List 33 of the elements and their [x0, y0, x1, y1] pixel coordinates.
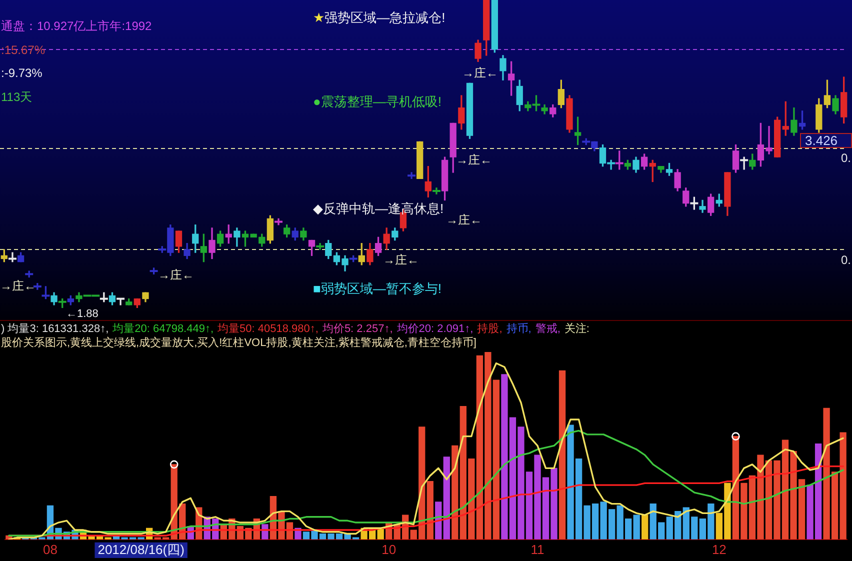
annotation: 通盘：10.927亿上市年:1992	[1, 19, 152, 33]
text: ) 均量3: 161331.328↑,	[1, 323, 109, 336]
annotation: 0.	[840, 253, 851, 267]
annotation: →庄←	[0, 279, 36, 293]
x-tick-label: 08	[42, 542, 58, 557]
text: 持股,	[477, 323, 502, 336]
text: 均价5: 2.257↑,	[322, 323, 393, 336]
text: 股价关系图示,黄线上交绿线,成交量放大,买入!红柱VOL持股,黄柱关注,紫柱警戒减仓,青柱空仓持币]	[1, 337, 476, 350]
annotation: 0.	[840, 151, 851, 165]
annotation: :15.67%	[1, 43, 46, 57]
x-tick-label: 11	[530, 542, 544, 557]
annotation: 3.426	[800, 133, 852, 148]
annotation: ★强势区域—急拉减仓!	[313, 10, 446, 25]
annotation: →庄←	[456, 153, 492, 167]
annotation: ●震荡整理—寻机低吸!	[313, 94, 442, 109]
annotation: →庄←	[446, 213, 482, 227]
text: 均量20: 64798.449↑,	[112, 323, 214, 336]
annotation: ■弱势区域—暂不参与!	[313, 281, 442, 296]
x-tick-label: 12	[712, 542, 726, 557]
annotation: ←1.88	[66, 307, 98, 321]
annotation: →庄←	[462, 66, 498, 80]
annotation: →庄←	[158, 268, 194, 282]
text: 均量50: 40518.980↑,	[218, 323, 318, 336]
annotation: ◆反弹中轨—逢高休息!	[313, 201, 444, 216]
x-tick-label: 2012/08/16(四)	[98, 542, 184, 557]
text: 持币,	[506, 323, 532, 336]
text: 警戒,	[535, 323, 560, 336]
text: 关注:	[564, 323, 590, 336]
annotation: →庄←	[383, 253, 419, 267]
x-tick-label: 10	[382, 542, 396, 557]
annotation: :-9.73%	[1, 66, 42, 80]
text: 均价20: 2.091↑,	[396, 323, 474, 336]
annotation: 113天	[1, 90, 32, 104]
